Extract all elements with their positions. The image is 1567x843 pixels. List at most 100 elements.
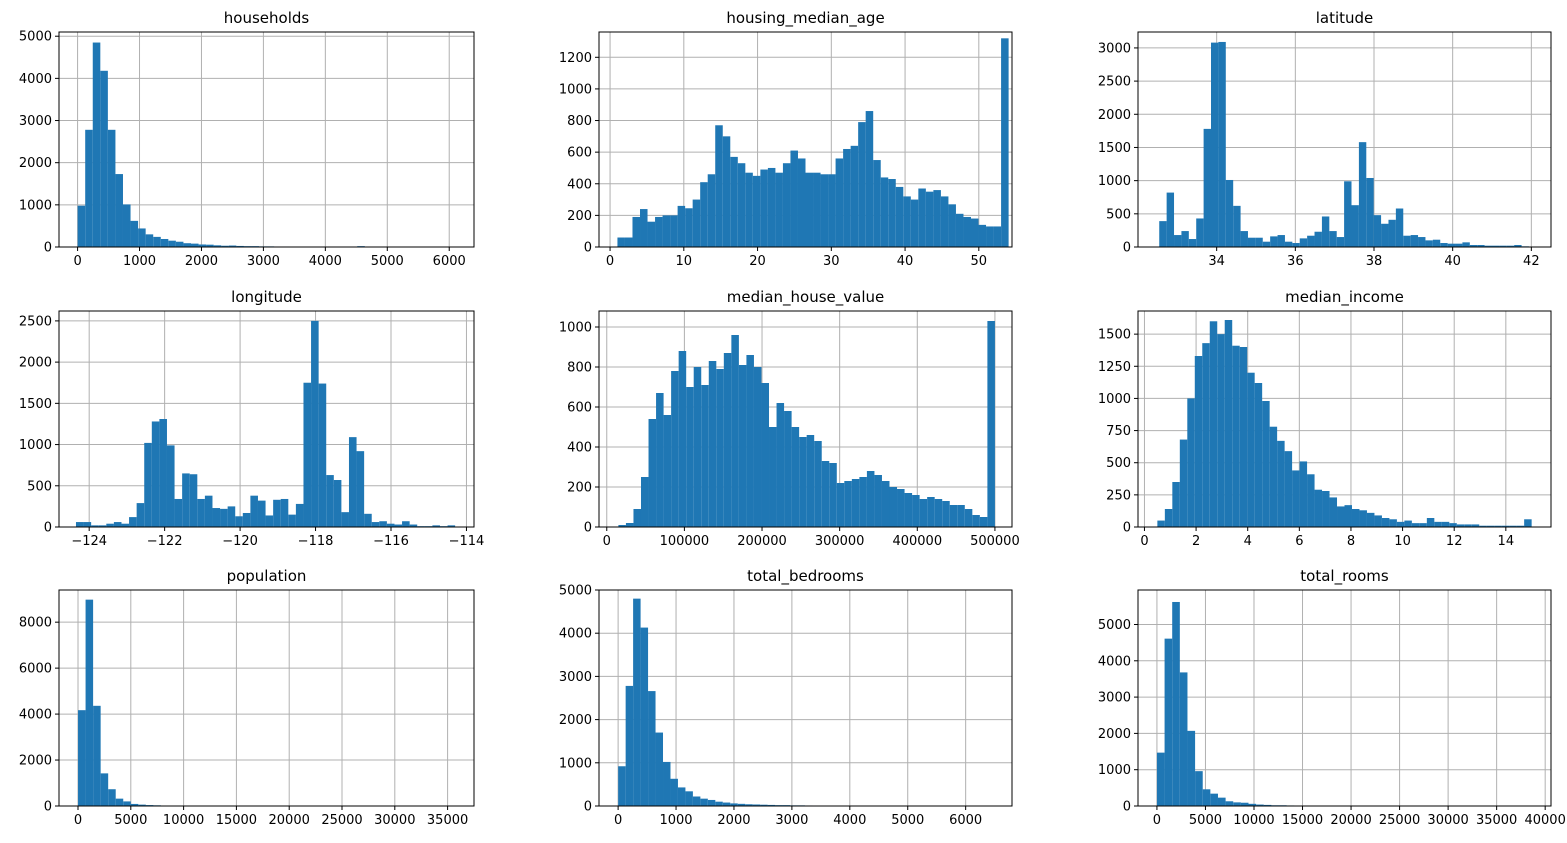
histogram-bar	[957, 505, 965, 527]
histogram-bar	[318, 383, 327, 527]
histogram-bar	[1203, 128, 1212, 247]
histogram-bar	[1358, 142, 1367, 247]
histogram-bar	[1425, 240, 1433, 247]
y-tick-label: 1000	[559, 321, 592, 336]
histogram-bar	[745, 804, 753, 806]
histogram-bar	[1344, 181, 1352, 247]
histogram-bar	[1196, 218, 1204, 247]
x-tick-label: −118	[298, 534, 334, 549]
histogram-bar	[1269, 426, 1278, 527]
histogram-bar	[1418, 237, 1426, 247]
histogram-bar	[813, 172, 821, 247]
histogram-bar	[782, 163, 791, 247]
histogram-bar	[701, 385, 709, 527]
histogram-bar	[182, 473, 190, 527]
histogram-bar	[98, 525, 107, 527]
histogram-bar	[1225, 179, 1234, 247]
histogram-bar	[1351, 205, 1359, 247]
histogram-bar	[1233, 205, 1241, 247]
histogram-bar	[280, 498, 289, 527]
histogram-bar	[745, 172, 753, 247]
histogram-bar	[1194, 356, 1203, 527]
histogram-bar	[722, 802, 731, 806]
histogram-bar	[1329, 497, 1338, 527]
histogram-bar	[85, 599, 94, 806]
y-tick-label: 800	[567, 114, 592, 129]
histogram-bar	[386, 523, 395, 527]
histogram-panel-households: households 0 1000 2000 3000 4000 5000 6000 0 1000…	[19, 9, 475, 269]
histogram-bar	[993, 226, 1002, 247]
histogram-bar	[1187, 730, 1196, 806]
panel-title: housing_median_age	[726, 9, 884, 28]
histogram-bar	[700, 798, 708, 806]
histogram-bar	[693, 367, 702, 527]
histogram-bar	[100, 773, 109, 806]
histogram-bar	[1419, 523, 1427, 527]
histogram-bar	[1277, 440, 1285, 527]
histogram-bar	[850, 145, 859, 247]
histogram-bar	[78, 710, 86, 806]
histogram-bar	[814, 441, 822, 527]
x-tick-label: 6000	[949, 813, 982, 828]
y-tick-label: 1000	[1098, 763, 1131, 778]
x-tick-label: 0	[614, 813, 622, 828]
axes-frame	[598, 310, 1013, 528]
histogram-bar	[624, 237, 633, 247]
histogram-bar	[1195, 771, 1203, 806]
histogram-bar	[708, 361, 717, 527]
histogram-bar	[447, 525, 456, 527]
y-tick-label: 2000	[19, 356, 52, 371]
histogram-bar	[138, 804, 146, 806]
histogram-bar	[1404, 520, 1412, 527]
x-tick-label: 35000	[1476, 813, 1517, 828]
histogram-bar	[221, 245, 229, 247]
histogram-bar	[1373, 215, 1382, 247]
histogram-bar	[123, 801, 131, 806]
histogram-bar	[618, 766, 626, 806]
x-tick-label: 300000	[815, 534, 865, 549]
x-tick-label: 2	[1192, 534, 1200, 549]
histogram-bar	[978, 224, 987, 247]
histogram-bar	[1410, 235, 1419, 247]
histogram-bar	[625, 523, 634, 527]
histogram-bar	[730, 803, 738, 806]
x-tick-label: 500000	[970, 534, 1020, 549]
axes-frame	[58, 31, 475, 248]
x-tick-label: 10	[1394, 534, 1411, 549]
histogram-bar	[752, 175, 761, 247]
x-tick-label: −120	[222, 534, 258, 549]
histogram-bar	[1479, 525, 1487, 527]
histogram-bar	[760, 169, 768, 247]
x-tick-label: 25000	[1379, 813, 1420, 828]
axes-frame	[1137, 589, 1552, 807]
y-tick-label: 3000	[559, 670, 592, 685]
histogram-bar	[633, 598, 641, 806]
x-tick-label: 5000	[114, 813, 147, 828]
histogram-bar	[93, 705, 101, 806]
x-tick-label: 4000	[309, 254, 342, 269]
histogram-bar	[1232, 345, 1240, 527]
x-tick-label: 50	[971, 254, 988, 269]
histogram-bar	[640, 627, 649, 806]
histogram-bar	[1292, 243, 1300, 247]
x-tick-label: 6000	[433, 254, 466, 269]
histogram-panel-longitude: longitude −124 −122 −120 −118 −116 −114 0 500 100…	[19, 288, 484, 549]
histogram-bar	[159, 419, 167, 527]
histogram-bar	[1202, 789, 1211, 806]
histogram-bar	[348, 437, 357, 527]
histogram-bar	[1499, 245, 1507, 247]
histogram-bar	[1469, 245, 1478, 247]
histogram-bar	[1233, 802, 1241, 806]
y-tick-label: 1200	[559, 51, 592, 66]
histogram-bar	[1224, 320, 1233, 527]
histogram-bar	[625, 685, 634, 806]
histogram-bar	[897, 489, 905, 527]
histogram-bar	[836, 483, 845, 527]
histogram-bar	[1426, 518, 1435, 527]
x-tick-label: 40	[1444, 254, 1461, 269]
histogram-bar	[662, 215, 671, 247]
y-tick-label: 1000	[1098, 174, 1131, 189]
histogram-bar	[1395, 208, 1404, 247]
histogram-bar	[737, 163, 746, 247]
